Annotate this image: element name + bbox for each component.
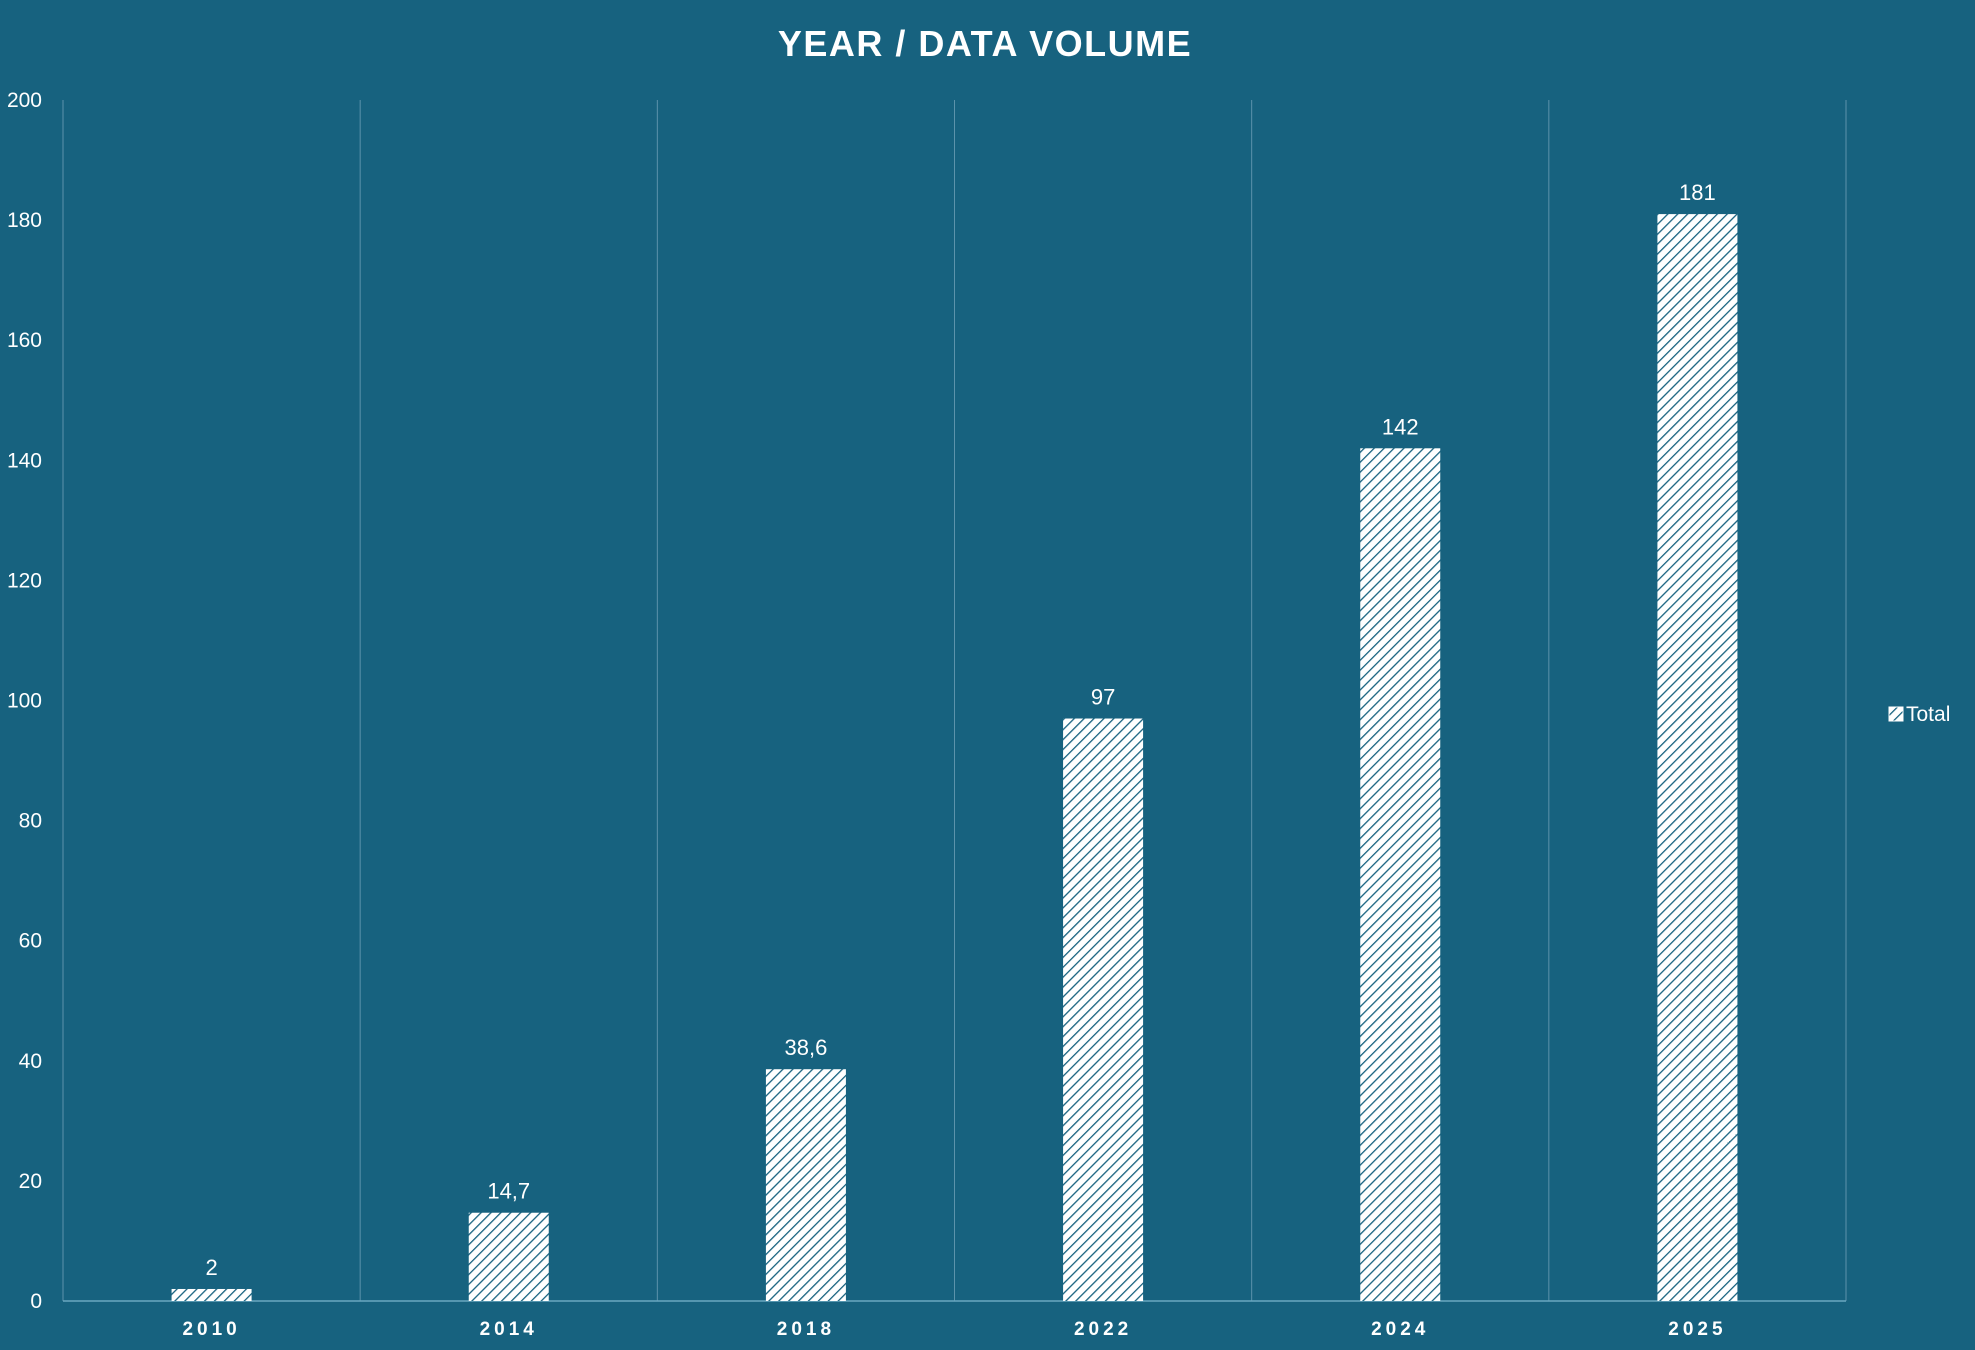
legend-label-total: Total — [1906, 703, 1950, 726]
bars — [171, 214, 1738, 1302]
x-tick-label-2014: 2014 — [480, 1319, 538, 1340]
bar-2024 — [1360, 448, 1441, 1301]
x-tick-label-2010: 2010 — [182, 1319, 240, 1340]
data-label-2024: 142 — [1382, 414, 1419, 439]
gridlines — [62, 100, 1847, 1301]
y-tick-label: 120 — [7, 569, 42, 592]
data-label-2014: 14,7 — [487, 1179, 530, 1204]
data-label-2010: 2 — [205, 1255, 217, 1280]
bar-2022 — [1063, 718, 1144, 1301]
y-tick-label: 140 — [7, 449, 42, 472]
chart-title: YEAR / DATA VOLUME — [778, 23, 1192, 64]
y-tick-label: 200 — [7, 89, 42, 112]
data-label-2018: 38,6 — [785, 1035, 828, 1060]
bar-2014 — [468, 1212, 549, 1301]
y-tick-label: 180 — [7, 209, 42, 232]
y-tick-label: 100 — [7, 690, 42, 713]
data-label-2025: 181 — [1679, 180, 1716, 205]
x-tick-label-2025: 2025 — [1668, 1319, 1726, 1340]
data-labels: 2 14,7 38,6 97 142 181 — [205, 180, 1715, 1280]
bar-2010 — [171, 1288, 252, 1301]
y-tick-label: 40 — [19, 1050, 42, 1073]
x-axis-ticks: 2010 2014 2018 2022 2024 2025 — [182, 1319, 1726, 1340]
data-label-2022: 97 — [1091, 685, 1115, 710]
y-axis-ticks: 0 20 40 60 80 100 120 140 160 180 200 — [7, 89, 42, 1313]
y-tick-label: 0 — [30, 1290, 42, 1313]
y-tick-label: 160 — [7, 329, 42, 352]
bar-2018 — [765, 1069, 846, 1301]
legend: Total — [1888, 703, 1950, 726]
x-tick-label-2022: 2022 — [1074, 1319, 1132, 1340]
x-tick-label-2024: 2024 — [1371, 1319, 1429, 1340]
y-tick-label: 60 — [19, 930, 42, 953]
x-tick-label-2018: 2018 — [777, 1319, 835, 1340]
y-tick-label: 80 — [19, 810, 42, 833]
bar-2025 — [1657, 214, 1738, 1302]
y-tick-label: 20 — [19, 1170, 42, 1193]
legend-swatch-total — [1888, 706, 1904, 722]
